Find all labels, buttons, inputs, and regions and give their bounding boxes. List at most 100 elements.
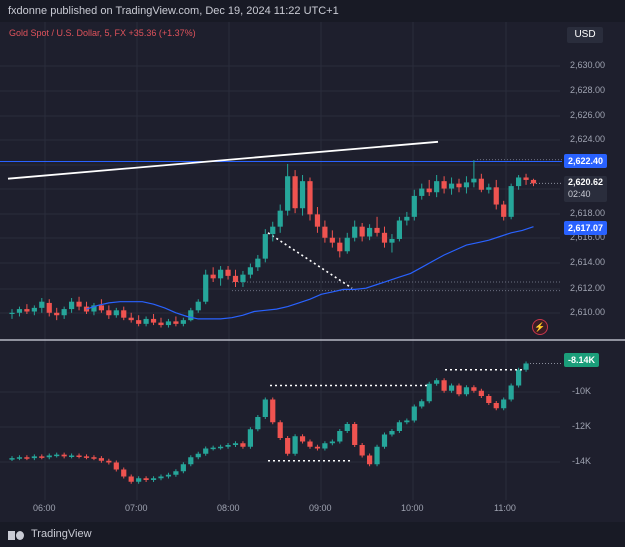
candle-body	[262, 234, 268, 259]
lightning-icon[interactable]: ⚡	[532, 319, 548, 335]
candle-body	[411, 195, 417, 217]
candle-body	[98, 305, 104, 311]
cvd-body	[39, 456, 45, 458]
candle-body	[150, 318, 157, 323]
candle-body	[158, 322, 164, 326]
candle-body	[508, 186, 514, 217]
candle-body	[232, 275, 239, 283]
cvd-body	[486, 396, 492, 403]
tradingview-logo-icon	[8, 529, 26, 540]
cvd-body	[83, 456, 90, 458]
candle-body	[516, 177, 522, 187]
candle-body	[24, 309, 30, 312]
dotted-diagonal	[267, 232, 353, 289]
candle-body	[314, 214, 321, 227]
price-tick: 2,610.00	[570, 307, 606, 317]
cvd-body	[91, 457, 97, 459]
candle-body	[203, 274, 209, 302]
countdown-value: 02:40	[568, 189, 591, 199]
cvd-body	[113, 462, 119, 470]
cvd-body	[299, 436, 306, 442]
candle-body	[523, 177, 529, 180]
cvd-body	[247, 429, 253, 447]
cvd-body	[76, 455, 82, 457]
candle-body	[530, 179, 537, 184]
candle-body	[381, 232, 388, 243]
candle-body	[188, 310, 194, 321]
cvd-body	[411, 406, 417, 421]
cvd-body	[344, 424, 350, 431]
currency-button[interactable]: USD	[567, 27, 603, 43]
candle-body	[277, 210, 283, 227]
candle-body	[195, 301, 201, 311]
symbol-legend[interactable]: Gold Spot / U.S. Dollar, 5, FX +35.36 (+…	[9, 28, 196, 38]
brand-name: TradingView	[31, 528, 92, 540]
cvd-body	[262, 399, 268, 417]
cvd-body	[337, 431, 343, 442]
price-tick: 2,630.00	[570, 60, 606, 70]
candle-body	[434, 181, 440, 193]
cvd-body	[419, 401, 425, 407]
candle-body	[374, 227, 380, 233]
cvd-body	[98, 458, 104, 461]
candle-body	[456, 183, 462, 188]
cvd-body	[441, 380, 447, 391]
cvd-tick: -14K	[572, 456, 592, 466]
candle-body	[448, 183, 455, 189]
candle-body	[46, 302, 52, 313]
candle-body	[493, 187, 499, 205]
cvd-body	[173, 471, 179, 475]
time-tick: 08:00	[217, 503, 240, 513]
chart-canvas[interactable]	[0, 22, 625, 522]
cvd-body	[61, 454, 67, 457]
cvd-body	[270, 399, 276, 423]
time-tick: 07:00	[125, 503, 148, 513]
indicator-pane	[0, 340, 560, 500]
candle-body	[359, 226, 365, 237]
price-tick: 2,626.00	[570, 110, 606, 120]
cvd-body	[240, 443, 246, 447]
cvd-body	[456, 385, 462, 395]
cvd-body	[314, 446, 321, 449]
cvd-body	[180, 464, 186, 472]
cvd-body	[292, 436, 298, 454]
candle-body	[426, 188, 432, 193]
cvd-body	[143, 478, 149, 480]
cvd-body	[448, 385, 455, 391]
cvd-body	[16, 457, 23, 459]
cvd-body	[106, 460, 112, 463]
candle-body	[471, 178, 477, 183]
candle-body	[69, 301, 75, 310]
cvd-body	[501, 399, 507, 409]
level-price-badge: 2,622.40	[564, 154, 608, 168]
cvd-body	[471, 387, 477, 391]
candle-body	[240, 274, 246, 283]
candle-body	[173, 321, 179, 324]
cvd-body	[188, 457, 194, 465]
candle-body	[31, 307, 37, 312]
cvd-body	[493, 403, 499, 409]
cvd-body	[367, 455, 373, 465]
cvd-body	[404, 420, 410, 423]
candle-body	[143, 318, 149, 324]
cvd-body	[31, 456, 37, 459]
candle-body	[210, 274, 216, 279]
cvd-body	[232, 443, 239, 445]
candle-body	[441, 181, 447, 189]
candle-body	[180, 320, 186, 324]
candle-body	[344, 237, 350, 252]
price-tick: 2,614.00	[570, 257, 606, 267]
cvd-body	[478, 390, 484, 396]
cvd-value-badge: -8.14K	[564, 353, 600, 367]
price-tick: 2,624.00	[570, 134, 606, 144]
cvd-body	[121, 469, 127, 477]
candle-body	[501, 204, 507, 217]
header-bar: fxdonne published on TradingView.com, De…	[0, 0, 625, 22]
candle-body	[9, 312, 15, 314]
candle-body	[218, 269, 224, 279]
cvd-body	[136, 478, 142, 482]
candle-body	[106, 310, 112, 316]
cvd-body	[285, 438, 291, 454]
candle-body	[16, 309, 23, 313]
cvd-body	[463, 387, 470, 395]
